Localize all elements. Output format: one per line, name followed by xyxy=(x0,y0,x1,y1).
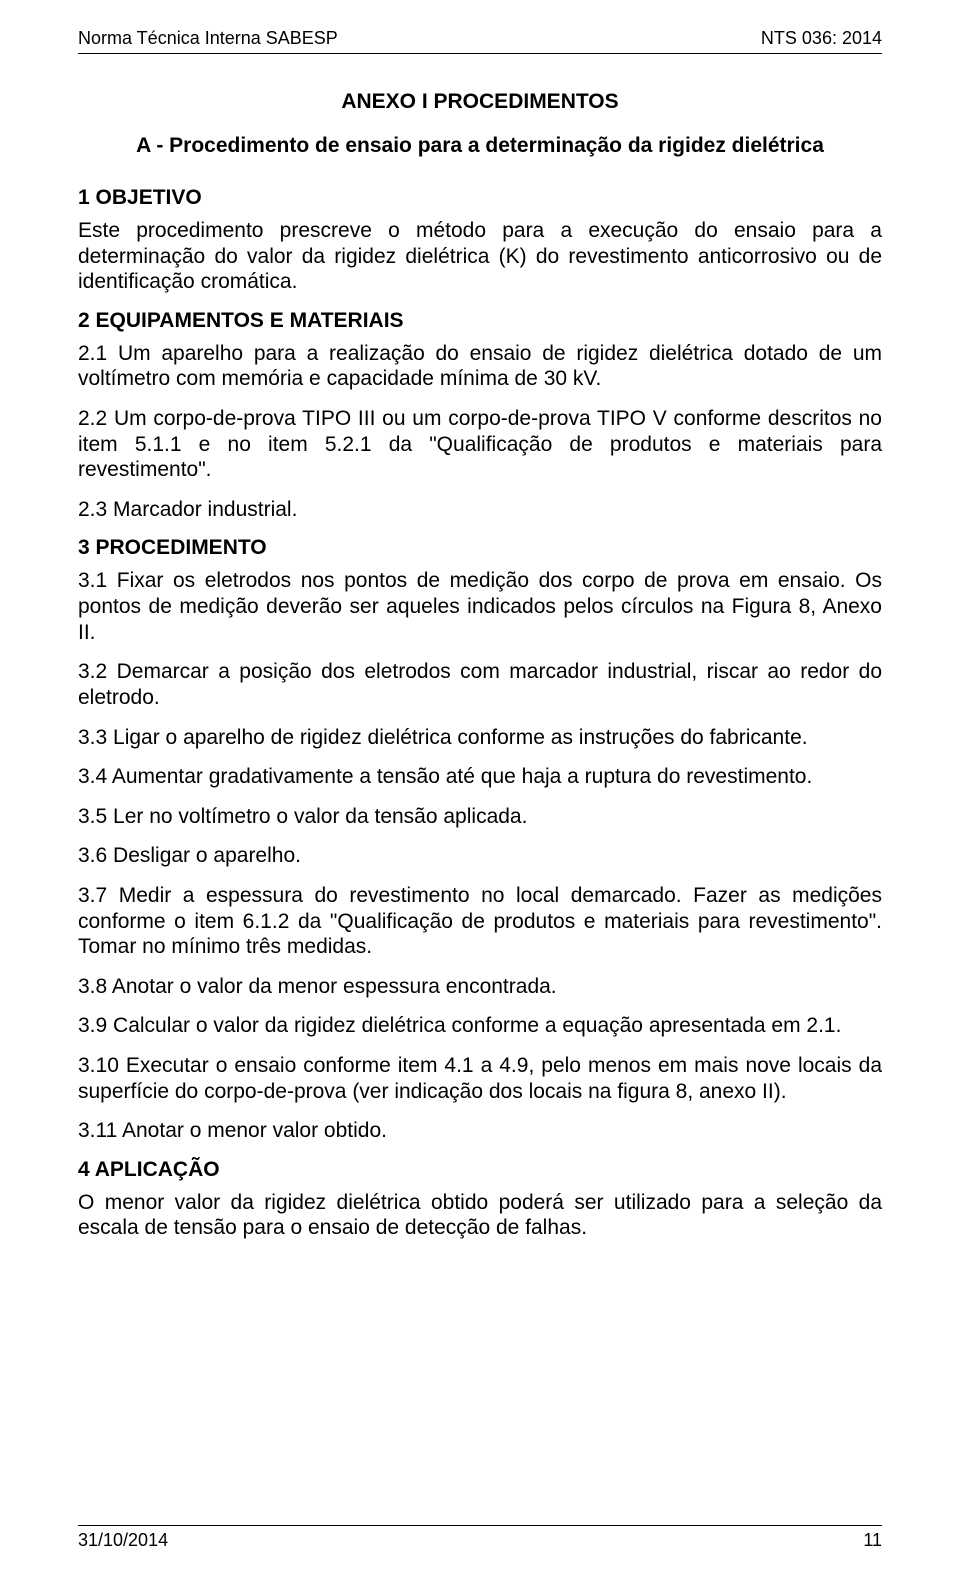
header-divider xyxy=(78,53,882,54)
footer-date: 31/10/2014 xyxy=(78,1530,168,1551)
section-3-heading: 3 PROCEDIMENTO xyxy=(78,536,882,560)
section-1-paragraph-1: Este procedimento prescreve o método par… xyxy=(78,218,882,295)
section-2-paragraph-2: 2.2 Um corpo-de-prova TIPO III ou um cor… xyxy=(78,406,882,483)
section-3-paragraph-10: 3.10 Executar o ensaio conforme item 4.1… xyxy=(78,1053,882,1104)
procedure-subtitle: A - Procedimento de ensaio para a determ… xyxy=(78,134,882,158)
section-3-paragraph-1: 3.1 Fixar os eletrodos nos pontos de med… xyxy=(78,568,882,645)
section-2-paragraph-1: 2.1 Um aparelho para a realização do ens… xyxy=(78,341,882,392)
section-3-paragraph-4: 3.4 Aumentar gradativamente a tensão até… xyxy=(78,764,882,790)
header-left-text: Norma Técnica Interna SABESP xyxy=(78,28,338,49)
section-2-heading: 2 EQUIPAMENTOS E MATERIAIS xyxy=(78,309,882,333)
section-3-paragraph-7: 3.7 Medir a espessura do revestimento no… xyxy=(78,883,882,960)
page-header: Norma Técnica Interna SABESP NTS 036: 20… xyxy=(78,28,882,49)
section-3-paragraph-9: 3.9 Calcular o valor da rigidez dielétri… xyxy=(78,1013,882,1039)
section-3-paragraph-8: 3.8 Anotar o valor da menor espessura en… xyxy=(78,974,882,1000)
section-4-paragraph-1: O menor valor da rigidez dielétrica obti… xyxy=(78,1190,882,1241)
section-4-heading: 4 APLICAÇÃO xyxy=(78,1158,882,1182)
header-right-text: NTS 036: 2014 xyxy=(761,28,882,49)
page-footer: 31/10/2014 11 xyxy=(78,1525,882,1551)
section-3-paragraph-6: 3.6 Desligar o aparelho. xyxy=(78,843,882,869)
section-1-heading: 1 OBJETIVO xyxy=(78,186,882,210)
section-3-paragraph-5: 3.5 Ler no voltímetro o valor da tensão … xyxy=(78,804,882,830)
section-3-paragraph-11: 3.11 Anotar o menor valor obtido. xyxy=(78,1118,882,1144)
section-3-paragraph-3: 3.3 Ligar o aparelho de rigidez dielétri… xyxy=(78,725,882,751)
section-3-paragraph-2: 3.2 Demarcar a posição dos eletrodos com… xyxy=(78,659,882,710)
annex-title: ANEXO I PROCEDIMENTOS xyxy=(78,90,882,114)
section-2-paragraph-3: 2.3 Marcador industrial. xyxy=(78,497,882,523)
footer-page-number: 11 xyxy=(863,1530,882,1551)
document-page: Norma Técnica Interna SABESP NTS 036: 20… xyxy=(0,0,960,1579)
